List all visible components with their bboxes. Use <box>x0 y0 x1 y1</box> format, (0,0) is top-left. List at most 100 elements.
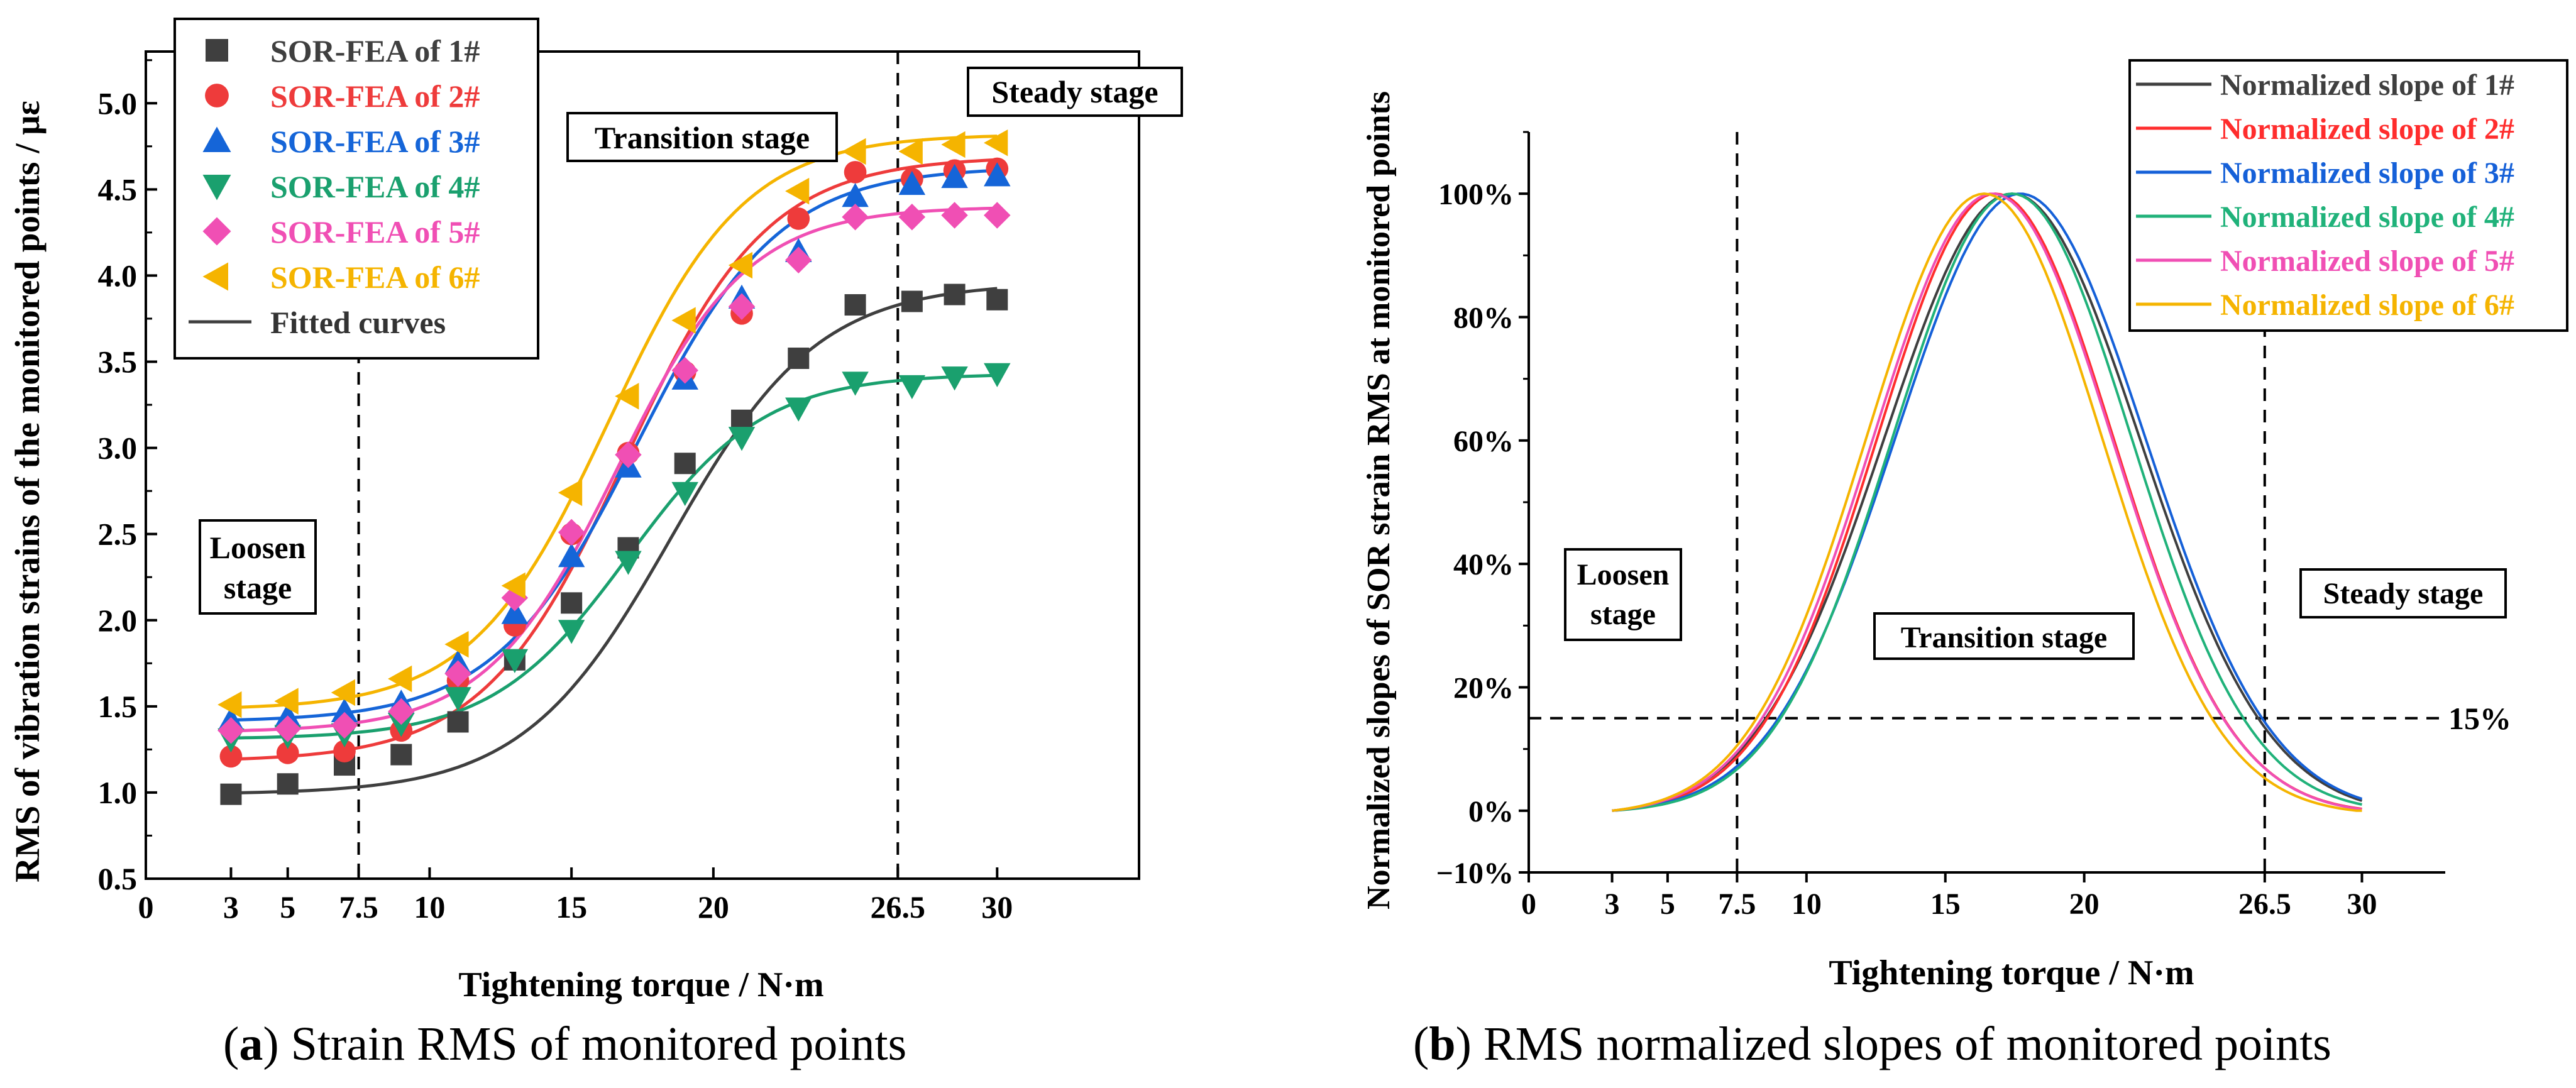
panel-a-loosen-label-1: Loosen <box>210 530 306 565</box>
panel-a-transition-label: Transition stage <box>595 120 810 155</box>
panel-b-legend-label-5: Normalized slope of 5# <box>2220 245 2514 278</box>
panel-a-point-3 <box>501 600 529 624</box>
panel-a-fit-curve-1 <box>231 287 998 795</box>
panel-a-point-6 <box>331 679 355 706</box>
panel-a-point-5 <box>558 519 585 546</box>
panel-a-point-2 <box>844 161 867 184</box>
panel-a-point-4 <box>941 366 968 391</box>
panel-a-point-4 <box>785 397 812 422</box>
panel-a-legend-label-4: SOR-FEA of 4# <box>270 169 480 204</box>
panel-b-x-axis-title: Tightening torque / N·m <box>1829 953 2194 992</box>
panel-a-legend-marker-5 <box>202 217 231 246</box>
panel-a-point-3 <box>842 183 869 207</box>
panel-a-y-tick-label: 4.0 <box>98 258 138 293</box>
panel-b-loosen-label-2: stage <box>1590 598 1656 631</box>
panel-a-point-4 <box>671 481 698 507</box>
panel-b-loosen-box <box>1564 548 1682 641</box>
panel-b-x-tick-label: 20 <box>2069 887 2100 921</box>
panel-b-legend-label-6: Normalized slope of 6# <box>2220 288 2514 322</box>
panel-a-point-6 <box>444 630 469 658</box>
panel-a-loosen-box <box>199 519 317 615</box>
panel-b-steady-box <box>2299 568 2507 618</box>
panel-a-point-1 <box>390 744 412 766</box>
panel-a-point-3 <box>941 163 968 189</box>
panel-b-steady-label: Steady stage <box>2323 577 2484 610</box>
panel-a-point-3 <box>984 162 1011 187</box>
panel-a-point-4 <box>728 427 756 451</box>
panel-a-y-tick-label: 2.5 <box>98 517 138 552</box>
panel-b-x-tick-label: 26.5 <box>2238 887 2291 921</box>
panel-a-point-1 <box>220 783 242 805</box>
panel-b-stage-dividers <box>1529 132 2445 872</box>
panel-a-point-1 <box>844 294 866 316</box>
panel-a-point-6 <box>728 251 752 279</box>
panel-a-fitted-curves <box>231 135 998 795</box>
panel-a-point-5 <box>615 441 642 468</box>
panel-a-point-1 <box>944 283 966 305</box>
panel-a-point-1 <box>788 348 810 370</box>
panel-a-point-4 <box>444 687 471 712</box>
panel-a-x-tick-label: 7.5 <box>339 889 378 925</box>
panel-a-point-2 <box>787 207 810 230</box>
panel-a-x-axis-title: Tightening torque / N·m <box>458 965 823 1004</box>
panel-b-slope-curves <box>1612 192 2363 812</box>
panel-a-x-tick-label: 0 <box>138 889 154 925</box>
panel-a-legend-label-6: SOR-FEA of 6# <box>270 260 480 295</box>
panel-a-y-axis-title: RMS of vibration strains of the monitore… <box>8 101 47 882</box>
panel-a-fit-curve-3 <box>231 168 998 722</box>
panel-a-fit-curve-5 <box>231 206 998 733</box>
panel-a-point-5 <box>898 203 926 231</box>
panel-b-transition-box <box>1873 612 2135 660</box>
panel-a-fit-curve-6 <box>231 135 998 710</box>
panel-a-point-4 <box>501 649 529 674</box>
panel-a-point-1 <box>447 711 469 733</box>
panel-a-point-5 <box>388 698 415 725</box>
panel-a-point-1 <box>277 773 299 795</box>
panel-a-y-tick-label: 1.0 <box>98 775 138 810</box>
panel-a-y-tick-label: 3.5 <box>98 344 138 380</box>
panel-b-y-tick-label: 40% <box>1453 548 1514 581</box>
panel-a-caption: (a) Strain RMS of monitored points <box>223 1018 907 1070</box>
panel-a-fit-curve-2 <box>231 158 998 761</box>
panel-a-y-tick-label: 3.0 <box>98 431 138 466</box>
panel-a-legend: SOR-FEA of 1# SOR-FEA of 2# SOR-FEA of 3# S… <box>173 18 539 360</box>
panel-a-point-2 <box>219 745 243 768</box>
panel-a-point-1 <box>901 290 923 312</box>
panel-a-point-5 <box>728 293 756 321</box>
panel-b-legend-label-3: Normalized slope of 3# <box>2220 157 2514 190</box>
panel-a-legend-box <box>173 18 539 360</box>
panel-a-x-tick-label: 10 <box>414 889 445 925</box>
panel-a-legend-marker-1 <box>206 39 228 62</box>
panel-b-x-tick-label: 5 <box>1660 887 1675 921</box>
panel-a-y-tick-label: 1.5 <box>98 689 138 724</box>
panel-a-point-6 <box>671 307 696 334</box>
panel-a-x-tick-label: 30 <box>981 889 1013 925</box>
panel-b-y-tick-label: 20% <box>1453 672 1514 705</box>
panel-a-point-6 <box>558 479 583 507</box>
panel-a-point-5 <box>842 203 869 231</box>
panel-a-steady-box <box>967 67 1183 117</box>
panel-a-point-3 <box>898 170 926 195</box>
panel-b-threshold-label: 15% <box>2448 701 2511 736</box>
panel-a-point-5 <box>785 246 812 273</box>
panel-a-y-tick-label: 0.5 <box>98 861 138 896</box>
panel-b-caption: (b) RMS normalized slopes of monitored p… <box>1413 1018 2331 1070</box>
panel-b-x-tick-label: 30 <box>2347 887 2377 921</box>
panel-a-point-4 <box>898 375 926 400</box>
panel-b-slope-curve-4 <box>1612 192 2362 812</box>
panel-b-y-axis-title: Normalized slopes of SOR strain RMS at m… <box>1361 91 1397 909</box>
panel-a-legend-marker-2 <box>205 84 229 107</box>
panel-a-point-6 <box>785 177 810 205</box>
panel-a-point-4 <box>842 371 869 396</box>
panel-b-legend-label-4: Normalized slope of 4# <box>2220 201 2514 234</box>
panel-a-point-1 <box>986 288 1008 310</box>
panel-b-y-tick-label: 100% <box>1438 178 1514 211</box>
panel-a-legend-marker-6 <box>202 262 228 291</box>
panel-a-point-6 <box>984 129 1008 157</box>
panel-a-x-tick-label: 20 <box>698 889 729 925</box>
panel-a-transition-box <box>566 112 838 162</box>
panel-a-plot-frame <box>145 50 1140 880</box>
panel-a-y-tick-label: 2.0 <box>98 603 138 638</box>
panel-a-point-1 <box>561 592 583 614</box>
panel-a-point-5 <box>941 202 968 229</box>
